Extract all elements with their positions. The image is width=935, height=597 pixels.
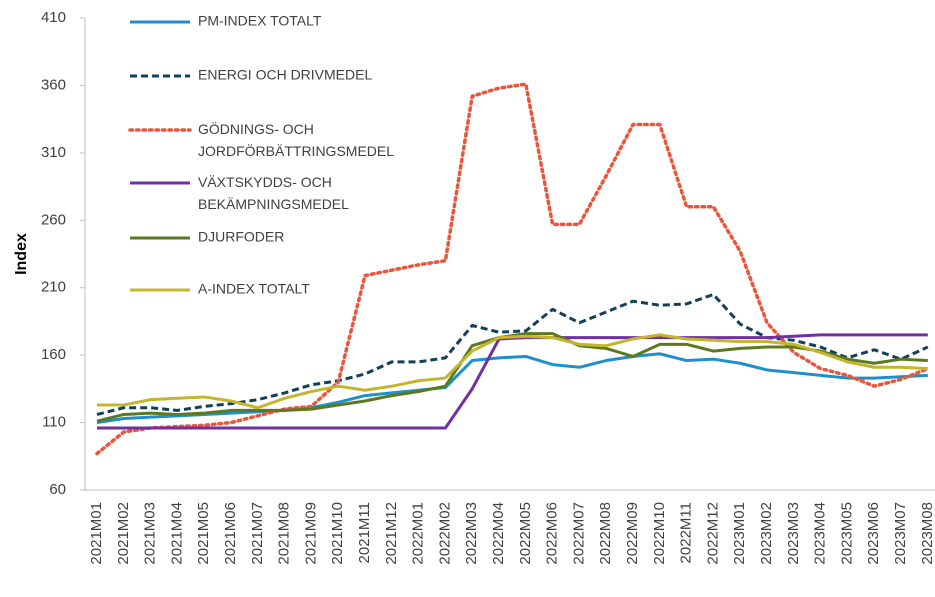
y-tick-label: 310 [41, 144, 66, 161]
x-tick-label: 2021M10 [329, 502, 346, 565]
x-tick-label: 2022M04 [490, 502, 507, 565]
x-tick-label: 2022M03 [463, 502, 480, 565]
x-tick-label: 2021M05 [195, 502, 212, 565]
x-tick-label: 2022M02 [436, 502, 453, 565]
x-tick-label: 2023M01 [731, 502, 748, 565]
x-tick-label: 2022M07 [570, 502, 587, 565]
x-tick-label: 2021M08 [276, 502, 293, 565]
y-tick-label: 260 [41, 211, 66, 228]
legend-label: ENERGI OCH DRIVMEDEL [198, 67, 372, 83]
legend-label: DJURFODER [198, 229, 284, 245]
legend-label: GÖDNINGS- OCH JORDFÖRBÄTTRINGSMEDEL [198, 120, 394, 159]
y-tick-label: 160 [41, 346, 66, 363]
x-tick-label: 2023M08 [919, 502, 935, 565]
y-axis-label: Index [13, 233, 30, 275]
x-tick-label: 2022M08 [597, 502, 614, 565]
legend-label: VÄXTSKYDDS- OCH BEKÄMPNINGSMEDEL [198, 174, 349, 212]
x-tick-label: 2021M02 [115, 502, 132, 565]
y-tick-label: 60 [49, 481, 66, 498]
x-tick-label: 2021M01 [88, 502, 105, 565]
x-tick-label: 2022M05 [517, 502, 534, 565]
x-tick-label: 2022M01 [410, 502, 427, 565]
x-tick-label: 2023M05 [838, 502, 855, 565]
x-tick-label: 2021M03 [142, 502, 159, 565]
x-tick-label: 2023M03 [785, 502, 802, 565]
x-tick-label: 2021M07 [249, 502, 266, 565]
x-tick-label: 2022M06 [544, 502, 561, 565]
legend-label: A-INDEX TOTALT [198, 281, 310, 297]
x-tick-label: 2023M06 [865, 502, 882, 565]
x-tick-label: 2023M07 [892, 502, 909, 565]
x-tick-label: 2021M04 [168, 502, 185, 565]
y-tick-label: 410 [41, 9, 66, 26]
series-line [96, 292, 929, 416]
y-tick-label: 110 [42, 414, 66, 431]
x-tick-label: 2021M09 [302, 502, 319, 565]
series-line [97, 333, 928, 410]
x-tick-label: 2022M12 [704, 502, 721, 565]
y-tick-label: 210 [41, 279, 66, 296]
x-tick-label: 2021M06 [222, 502, 239, 565]
y-tick-label: 360 [41, 76, 66, 93]
x-tick-label: 2023M04 [812, 502, 829, 565]
x-tick-label: 2023M02 [758, 502, 775, 565]
x-tick-label: 2021M11 [356, 502, 373, 563]
x-tick-label: 2022M11 [678, 502, 695, 563]
series-line [96, 352, 928, 425]
x-tick-label: 2022M10 [651, 502, 668, 565]
x-tick-label: 2021M12 [383, 502, 400, 565]
legend-label: PM-INDEX TOTALT [198, 13, 322, 29]
x-tick-label: 2022M09 [624, 502, 641, 565]
